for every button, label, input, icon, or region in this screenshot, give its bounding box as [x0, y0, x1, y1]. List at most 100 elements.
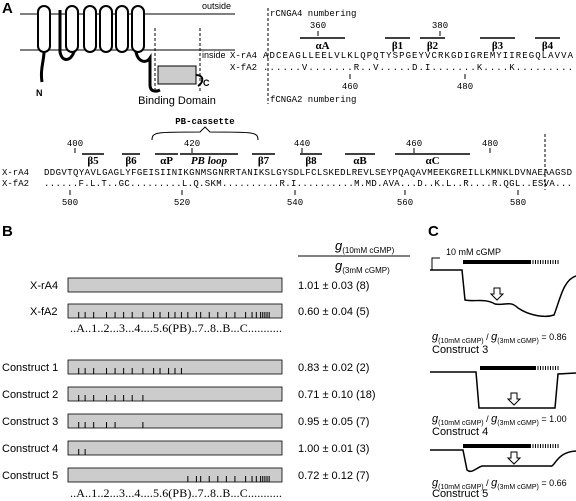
numbering-label: rCNGA4 numbering — [270, 9, 356, 19]
sub: (3mM cGMP) — [497, 484, 539, 491]
construct-bar — [67, 413, 283, 429]
alignment-bottom: 400 420 440 460 480 β5 β6 αP PB loop β7 β8 αB αC X-rA… — [2, 139, 572, 208]
sub: (10mM cGMP) — [438, 338, 484, 345]
cassette-label: PB-cassette — [175, 117, 234, 127]
sub: (3mM cGMP) — [497, 338, 539, 345]
residue-number: 460 — [406, 139, 422, 149]
separator: / — [484, 332, 492, 342]
construct-name: X-rA4 — [30, 280, 58, 292]
g: g — [432, 413, 439, 425]
construct-name: Construct 2 — [2, 389, 58, 401]
sub: (10mM cGMP) — [438, 484, 484, 491]
row-name: X-rA4 — [2, 168, 29, 178]
separator: / — [484, 414, 492, 424]
structure-label: β1 — [392, 40, 403, 52]
residue-number: 500 — [62, 198, 78, 208]
construct-name: Construct 3 — [432, 344, 488, 356]
row-name: X-fA2 — [230, 63, 257, 73]
structure-label: β3 — [492, 40, 504, 52]
structure-label: β2 — [427, 40, 439, 52]
ratio-value: = 1.00 — [539, 414, 567, 424]
sub: (3mM cGMP) — [497, 420, 539, 427]
stimulus-label: 10 mM cGMP — [446, 247, 501, 257]
structure-label: β7 — [258, 155, 270, 167]
g: g — [491, 413, 498, 425]
ratio-value: 1.00 ± 0.01 (3) — [298, 443, 369, 455]
residue-number: 560 — [397, 198, 413, 208]
header-numerator: g(10mM cGMP) — [335, 238, 395, 255]
outside-label: outside — [202, 1, 231, 11]
structure-label: PB loop — [191, 155, 228, 167]
residue-number: 400 — [67, 139, 83, 149]
residue-number: 480 — [457, 82, 473, 92]
construct-name: Construct 1 — [2, 362, 58, 374]
sequence: ADCEAGLLEELVLKLQPQTYSPGEYVCRKGDIGREMYIIR… — [263, 51, 574, 61]
ratio-value: 0.72 ± 0.12 (7) — [298, 470, 369, 482]
structure-label: αB — [353, 155, 367, 167]
separator: / — [484, 478, 492, 488]
row-name: X-fA2 — [2, 179, 29, 189]
ratio-label: g(10mM cGMP) / g(3mM cGMP) = 1.00 — [432, 413, 567, 427]
sequence: DDGVTQYAVLGAGLYFGEISIINIKGNMSGNRRTANIKSL… — [44, 168, 572, 178]
binding-domain-label: Binding Domain — [138, 95, 216, 107]
residue-number: 440 — [294, 139, 310, 149]
ratio-value: = 0.86 — [539, 332, 567, 342]
structure-label: β5 — [87, 155, 99, 167]
inside-label: inside — [202, 50, 226, 60]
sub: (10mM cGMP) — [342, 246, 394, 255]
ratio-value: 0.95 ± 0.05 (7) — [298, 416, 369, 428]
g: g — [432, 477, 439, 489]
residue-number: 580 — [510, 198, 526, 208]
ratio-label: g(10mM cGMP) / g(3mM cGMP) = 0.86 — [432, 331, 567, 345]
ratio-value: 0.83 ± 0.02 (2) — [298, 362, 369, 374]
numbering-label: fCNGA2 numbering — [270, 95, 356, 105]
trace-labels: g(10mM cGMP) / g(3mM cGMP) = 0.86Constru… — [432, 331, 567, 500]
residue-number: 380 — [432, 21, 448, 31]
construct-name: X-fA2 — [30, 306, 58, 318]
ratio-value: 0.60 ± 0.04 (5) — [298, 306, 369, 318]
panel-label: B — [2, 223, 13, 240]
structure-label: αP — [160, 155, 173, 167]
g: g — [335, 238, 343, 253]
alignment-top: 360 380 αA β1 β2 β3 β4 X-rA4 ADCEAGLLEELVLKLQPQT… — [230, 21, 574, 92]
ratio-label: g(10mM cGMP) / g(3mM cGMP) = 0.66 — [432, 477, 567, 491]
residue-number: 420 — [184, 139, 200, 149]
ratio-value: = 0.66 — [539, 478, 567, 488]
construct-bar — [67, 440, 283, 456]
construct-table: X-rA4 1.01 ± 0.03 (8) X-fA2 0.60 ± 0.04 (5)… — [2, 277, 376, 483]
residue-number: 360 — [310, 21, 326, 31]
ratio-value: 1.01 ± 0.03 (8) — [298, 280, 369, 292]
topology-diagram — [20, 5, 235, 93]
structure-label: αC — [425, 155, 439, 167]
g: g — [491, 331, 498, 343]
sub: (10mM cGMP) — [438, 420, 484, 427]
g: g — [432, 331, 439, 343]
construct-bar — [67, 386, 283, 402]
n-terminus: N — [36, 88, 43, 98]
row-name: X-rA4 — [230, 51, 257, 61]
g: g — [335, 258, 343, 273]
residue-number: 520 — [174, 198, 190, 208]
residue-number: 480 — [482, 139, 498, 149]
residue-number: 460 — [342, 82, 358, 92]
construct-name: Construct 4 — [432, 426, 488, 438]
panel-label: A — [2, 0, 13, 17]
sequence: ......V.......R..V.....D.I.......K....K.… — [263, 63, 573, 73]
construct-name: Construct 3 — [2, 416, 58, 428]
panel-label: C — [428, 223, 439, 240]
construct-bar — [67, 467, 283, 483]
sub: (3mM cGMP) — [342, 266, 390, 275]
cassette-brace — [151, 126, 259, 141]
construct-name: Construct 5 — [432, 488, 488, 500]
ratio-value: 0.71 ± 0.10 (18) — [298, 389, 376, 401]
structure-label: β6 — [125, 155, 137, 167]
current-traces — [430, 257, 576, 473]
domain-map: ..A..1..2...3...4....5.6(PB)..7..8..B...… — [70, 321, 282, 335]
construct-name: Construct 5 — [2, 470, 58, 482]
residue-number: 540 — [287, 198, 303, 208]
g: g — [491, 477, 498, 489]
construct-name: Construct 4 — [2, 443, 58, 455]
sequence: ......F.L.T..GC.........L.Q.SKM.........… — [44, 179, 572, 189]
construct-bar — [67, 277, 283, 293]
